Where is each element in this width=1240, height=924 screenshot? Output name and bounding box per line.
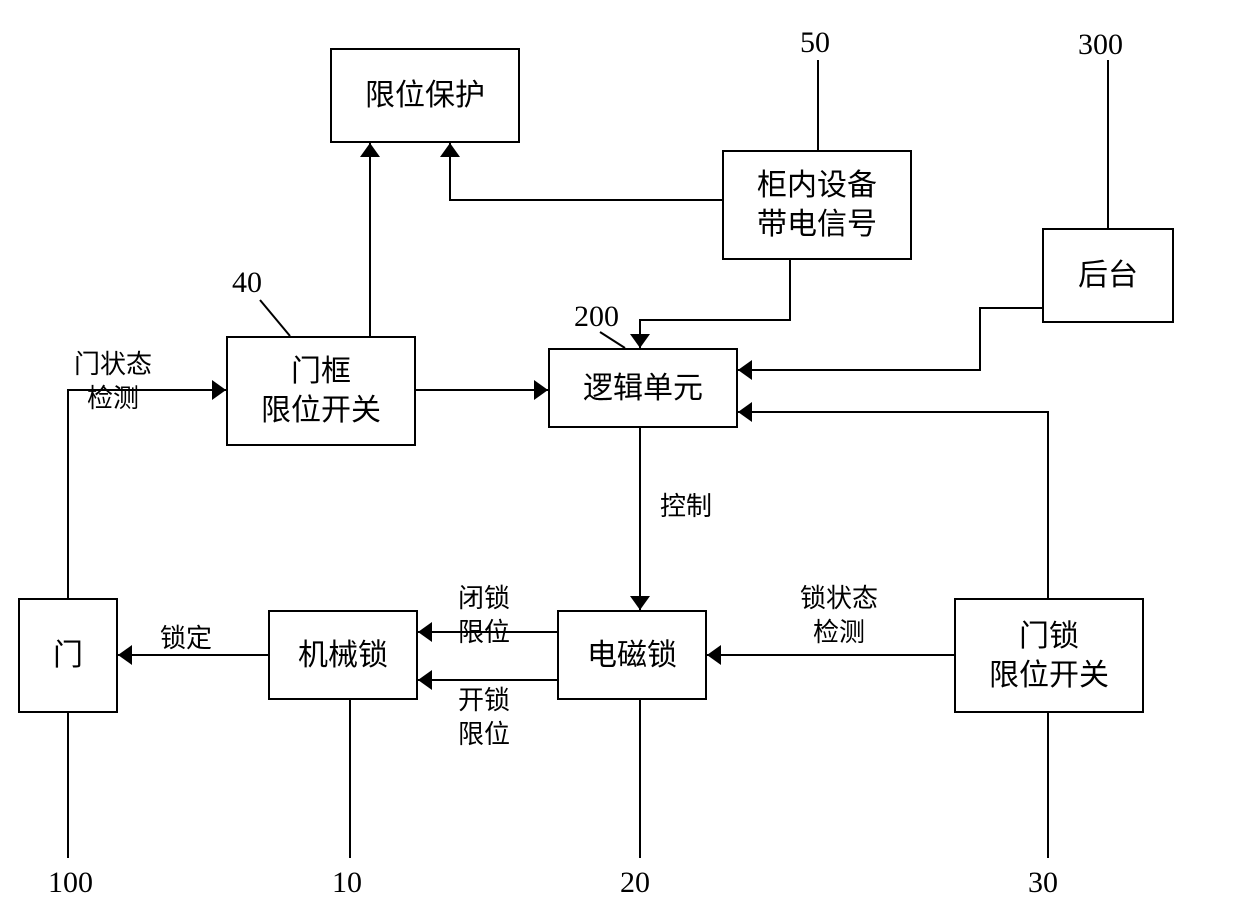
edge-label-control: 控制 xyxy=(660,490,712,524)
refnum-20: 20 xyxy=(620,866,650,900)
node-limit-protection: 限位保护 xyxy=(330,48,520,143)
edge-label-close-limit: 闭锁 限位 xyxy=(458,582,510,650)
refnum-300: 300 xyxy=(1078,28,1123,62)
node-door: 门 xyxy=(18,598,118,713)
edge-label-lock-state: 锁状态 检测 xyxy=(800,582,878,650)
refnum-30: 30 xyxy=(1028,866,1058,900)
edge-label-locked: 锁定 xyxy=(160,622,212,656)
node-door-frame-switch: 门框 限位开关 xyxy=(226,336,416,446)
node-label: 门框 限位开关 xyxy=(261,352,381,430)
node-label: 门锁 限位开关 xyxy=(989,617,1109,695)
node-door-lock-switch: 门锁 限位开关 xyxy=(954,598,1144,713)
refnum-100: 100 xyxy=(48,866,93,900)
edge-label-open-limit: 开锁 限位 xyxy=(458,684,510,752)
node-label: 电磁锁 xyxy=(587,636,677,675)
refnum-200: 200 xyxy=(574,300,619,334)
node-label: 机械锁 xyxy=(298,636,388,675)
node-label: 门 xyxy=(53,636,83,675)
node-label: 柜内设备 带电信号 xyxy=(757,166,877,244)
node-cabinet-signal: 柜内设备 带电信号 xyxy=(722,150,912,260)
node-mech-lock: 机械锁 xyxy=(268,610,418,700)
node-backend: 后台 xyxy=(1042,228,1174,323)
refnum-50: 50 xyxy=(800,26,830,60)
node-em-lock: 电磁锁 xyxy=(557,610,707,700)
refnum-40: 40 xyxy=(232,266,262,300)
node-logic-unit: 逻辑单元 xyxy=(548,348,738,428)
connectors-svg xyxy=(0,0,1240,924)
node-label: 逻辑单元 xyxy=(583,369,703,408)
node-label: 后台 xyxy=(1078,256,1138,295)
node-label: 限位保护 xyxy=(365,76,485,115)
refnum-10: 10 xyxy=(332,866,362,900)
edge-label-door-state: 门状态 检测 xyxy=(74,348,152,416)
